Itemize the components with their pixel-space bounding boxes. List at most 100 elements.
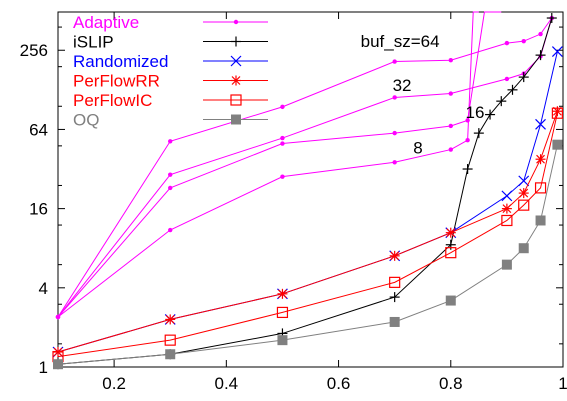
x-tick-label: 0.8: [439, 374, 463, 393]
series-line: [57, 144, 558, 365]
legend-marker: [230, 55, 242, 67]
legend-marker: [233, 19, 239, 25]
data-point: [280, 141, 285, 146]
data-point: [392, 95, 397, 100]
x-tick-label: 0.2: [102, 374, 126, 393]
data-point: [473, 128, 484, 139]
data-point: [448, 91, 453, 96]
marker-shape: [389, 316, 400, 327]
data-point: [280, 104, 285, 110]
curve-annotation: 32: [393, 76, 412, 95]
marker-shape: [392, 160, 397, 165]
marker-shape: [504, 76, 510, 82]
y-tick-label: 64: [29, 120, 48, 139]
data-point: [462, 164, 473, 175]
marker-stroke: [390, 251, 400, 261]
marker-shape: [518, 243, 529, 254]
marker-stroke: [551, 46, 563, 58]
data-point: [277, 335, 288, 346]
series-line: [57, 111, 558, 353]
marker-shape: [392, 59, 397, 64]
marker-shape: [501, 259, 512, 270]
legend-entry: PerFlowRR: [73, 72, 268, 91]
data-point: [521, 38, 526, 44]
data-point: [445, 227, 456, 238]
marker-shape: [534, 182, 547, 194]
legend-entry: Adaptive: [73, 13, 268, 32]
marker-shape: [168, 227, 173, 233]
marker-shape: [445, 295, 456, 306]
data-point: [518, 243, 529, 254]
marker-shape: [231, 114, 241, 125]
marker-shape: [168, 172, 173, 177]
data-point: [392, 130, 397, 136]
data-point: [518, 199, 530, 211]
marker-shape: [280, 141, 285, 146]
axes: 0.2 0.4 0.6 0.8 1 1 4 16 64 256: [20, 12, 567, 393]
marker-shape: [552, 139, 563, 150]
data-point: [504, 76, 510, 82]
series-line: [57, 11, 502, 318]
data-point: [280, 135, 285, 141]
marker-shape: [445, 247, 457, 259]
data-point: [165, 314, 176, 325]
data-point: [389, 276, 401, 288]
marker-stroke: [518, 175, 530, 187]
legend-entry: Randomized: [73, 52, 268, 71]
marker-shape: [168, 139, 173, 144]
data-point: [535, 154, 546, 165]
y-tick-label: 256: [20, 41, 48, 60]
data-curves: [52, 11, 563, 370]
legend-label: PerFlowIC: [73, 91, 152, 110]
data-point: [280, 174, 285, 179]
legend-label: Randomized: [73, 52, 168, 71]
legend-entry: OQ: [73, 111, 268, 130]
data-point: [504, 40, 510, 46]
legend-entry: iSLIP: [73, 33, 268, 52]
marker-shape: [501, 214, 513, 227]
data-point: [168, 172, 173, 177]
marker-shape: [280, 174, 285, 179]
curve-annotation: 16: [466, 103, 485, 122]
marker-shape: [53, 359, 63, 370]
x-tick-label: 1: [558, 374, 567, 393]
data-point: [168, 185, 173, 191]
y-tick-label: 16: [29, 200, 48, 219]
data-point: [392, 160, 397, 165]
marker-shape: [164, 334, 176, 346]
data-point: [546, 13, 557, 24]
marker-shape: [521, 38, 526, 44]
data-point: [518, 188, 529, 199]
marker-shape: [448, 58, 453, 63]
marker-stroke: [501, 190, 513, 202]
data-point: [534, 182, 547, 194]
y-tick-label: 4: [39, 279, 48, 298]
marker-shape: [535, 215, 546, 226]
legend-marker: [231, 36, 241, 47]
marker-shape: [448, 123, 453, 129]
series-line: [57, 113, 558, 358]
data-point: [445, 295, 456, 306]
y-tick-label: 1: [39, 358, 48, 377]
marker-stroke: [502, 204, 512, 214]
data-point: [165, 349, 176, 360]
marker-shape: [392, 130, 397, 136]
data-point: [501, 203, 512, 214]
data-point: [164, 334, 176, 346]
marker-stroke: [278, 289, 287, 299]
marker-shape: [280, 135, 285, 141]
legend-marker: [230, 94, 242, 106]
legend-label: OQ: [73, 111, 99, 130]
data-point: [496, 96, 507, 107]
marker-stroke: [519, 188, 529, 198]
marker-shape: [55, 314, 61, 320]
data-point: [501, 259, 512, 270]
marker-shape: [233, 19, 239, 25]
marker-shape: [276, 306, 289, 319]
legend-entry: PerFlowIC: [73, 91, 268, 110]
marker-stroke: [446, 228, 456, 238]
annotations: buf_sz=64 32 16 8: [361, 32, 485, 157]
data-point: [535, 215, 546, 226]
data-point: [485, 109, 496, 120]
